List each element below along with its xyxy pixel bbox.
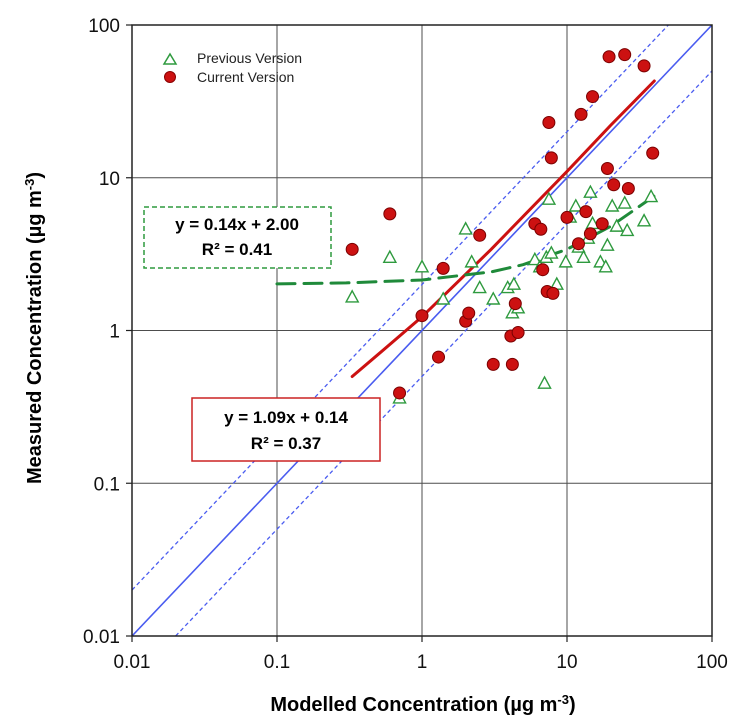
data-point-current-version <box>473 228 487 242</box>
equation-current-version: y = 1.09x + 0.14 <box>224 408 348 427</box>
data-point-current-version <box>383 207 397 221</box>
x-tick-label: 1 <box>417 652 428 673</box>
data-point-current-version <box>621 182 635 196</box>
equation-box-current-version: y = 1.09x + 0.14 R² = 0.37 <box>191 397 381 462</box>
data-point-previous-version <box>544 245 559 259</box>
axis-ticks: 0.01 0.1 1 10 100 0.01 0.1 1 10 100 <box>83 16 728 673</box>
y-tick-label: 10 <box>99 169 120 190</box>
data-point-previous-version <box>506 276 522 290</box>
data-point-current-version <box>511 326 525 340</box>
data-point-current-version <box>508 297 522 311</box>
data-point-current-version <box>560 210 574 224</box>
data-point-current-version <box>415 309 429 323</box>
data-point-previous-version <box>472 279 487 294</box>
legend-label-current-version: Current Version <box>197 69 294 85</box>
data-point-previous-version <box>583 184 598 198</box>
data-point-current-version <box>534 222 548 236</box>
data-points <box>344 48 660 404</box>
data-point-current-version <box>571 237 585 251</box>
data-point-previous-version <box>414 259 430 273</box>
data-point-current-version <box>536 263 550 277</box>
legend-marker-previous-version <box>162 52 178 65</box>
data-point-current-version <box>486 357 500 371</box>
data-point-previous-version <box>568 198 584 212</box>
data-point-previous-version <box>558 254 573 268</box>
data-point-current-version <box>574 107 588 121</box>
data-point-previous-version <box>636 213 652 227</box>
data-point-current-version <box>618 48 632 62</box>
r-squared-previous-version: R² = 0.41 <box>202 240 272 259</box>
data-point-previous-version <box>458 221 473 235</box>
data-point-current-version <box>586 90 600 104</box>
data-point-current-version <box>607 178 621 192</box>
trend-line-current-version <box>350 79 656 378</box>
data-point-current-version <box>393 386 407 400</box>
data-point-current-version <box>600 161 614 175</box>
y-axis-title: Measured Concentration (µg m-3) <box>22 172 47 484</box>
legend-marker-current-version <box>164 71 176 83</box>
trend-lines <box>275 79 656 378</box>
one-to-one-line <box>132 25 712 636</box>
data-point-current-version <box>583 227 597 241</box>
data-point-previous-version <box>541 191 557 205</box>
x-tick-label: 0.01 <box>114 652 151 673</box>
data-point-current-version <box>602 50 616 64</box>
reference-lines <box>132 25 712 636</box>
data-point-previous-version <box>604 198 620 212</box>
data-point-previous-version <box>600 237 615 251</box>
data-point-current-version <box>546 286 560 300</box>
data-point-previous-version <box>344 289 360 303</box>
x-axis-title: Modelled Concentration (µg m-3) <box>270 692 575 717</box>
data-point-current-version <box>542 115 556 129</box>
data-point-current-version <box>462 306 476 320</box>
data-point-previous-version <box>527 251 543 266</box>
data-point-previous-version <box>643 188 659 203</box>
data-point-previous-version <box>464 254 479 268</box>
y-tick-label: 100 <box>88 16 120 37</box>
data-point-previous-version <box>598 259 613 273</box>
data-point-current-version <box>637 59 651 73</box>
data-point-current-version <box>505 357 519 371</box>
data-point-previous-version <box>609 218 624 232</box>
equation-previous-version: y = 0.14x + 2.00 <box>175 215 299 234</box>
legend-label-previous-version: Previous Version <box>197 50 302 66</box>
data-point-previous-version <box>486 291 501 305</box>
data-point-current-version <box>432 350 446 364</box>
x-tick-label: 100 <box>696 652 728 673</box>
data-point-current-version <box>345 242 359 256</box>
data-point-current-version <box>646 146 660 160</box>
y-tick-label: 0.1 <box>94 474 120 495</box>
data-point-previous-version <box>435 291 451 305</box>
r-squared-current-version: R² = 0.37 <box>251 434 321 453</box>
y-tick-label: 1 <box>109 322 120 343</box>
legend: Previous Version Current Version <box>162 50 302 85</box>
data-point-current-version <box>436 261 450 275</box>
factor-of-two-line <box>132 25 669 591</box>
data-point-current-version <box>595 217 609 231</box>
x-tick-label: 0.1 <box>264 652 290 673</box>
factor-of-two-line <box>175 70 712 636</box>
data-point-previous-version <box>617 195 632 209</box>
data-point-previous-version <box>576 249 591 263</box>
data-point-previous-version <box>382 249 398 263</box>
equation-box-previous-version: y = 0.14x + 2.00 R² = 0.41 <box>143 206 332 269</box>
x-tick-label: 10 <box>556 652 577 673</box>
data-point-current-version <box>579 205 593 219</box>
data-point-current-version <box>544 151 558 165</box>
data-point-previous-version <box>537 375 552 389</box>
data-point-previous-version <box>619 222 635 237</box>
y-tick-label: 0.01 <box>83 627 120 648</box>
trend-line-previous-version <box>275 194 656 286</box>
